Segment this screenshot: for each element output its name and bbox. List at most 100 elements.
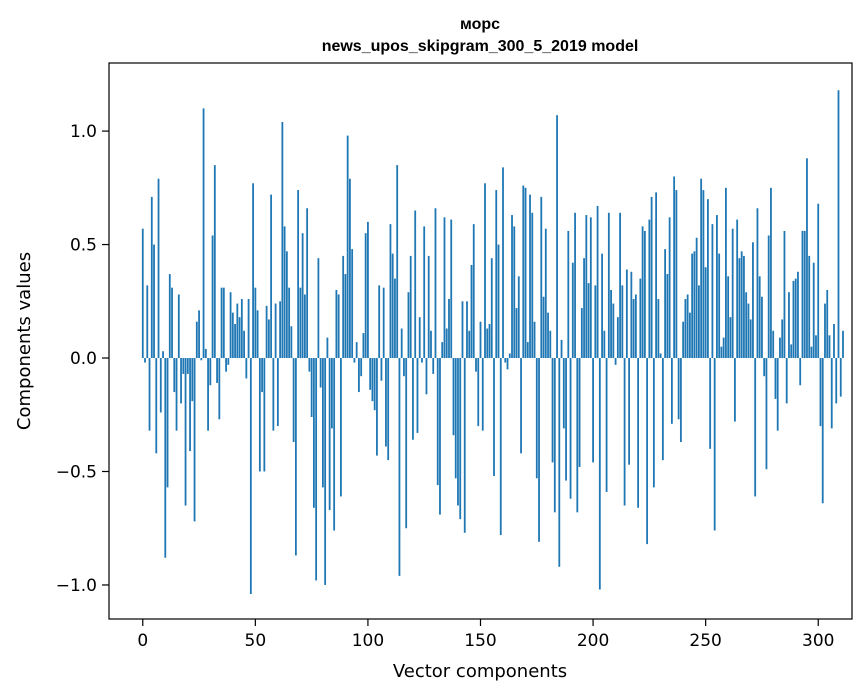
bar bbox=[704, 267, 707, 359]
plot-area-frame bbox=[108, 62, 853, 620]
bar bbox=[324, 358, 327, 585]
bar bbox=[808, 255, 811, 359]
bar bbox=[821, 358, 824, 504]
bar bbox=[382, 287, 385, 359]
bar bbox=[315, 358, 318, 581]
bar bbox=[797, 271, 799, 359]
bar bbox=[385, 358, 387, 447]
bar bbox=[245, 358, 248, 379]
bar bbox=[801, 230, 804, 359]
bar bbox=[727, 276, 730, 359]
bar bbox=[425, 358, 428, 395]
bar bbox=[351, 249, 354, 359]
bar bbox=[301, 233, 304, 359]
bar bbox=[335, 289, 338, 359]
bar bbox=[560, 339, 563, 359]
bar bbox=[817, 203, 820, 359]
bar bbox=[333, 358, 336, 531]
bar bbox=[499, 358, 502, 536]
bar bbox=[601, 253, 603, 359]
bar bbox=[389, 224, 392, 359]
bar bbox=[418, 317, 421, 359]
x-tick-label: 150 bbox=[464, 631, 496, 651]
bar bbox=[720, 346, 723, 359]
bar bbox=[691, 253, 694, 359]
bar bbox=[225, 358, 227, 372]
x-tick-label: 0 bbox=[137, 631, 148, 651]
bar bbox=[376, 358, 378, 456]
bar bbox=[144, 358, 146, 363]
bar bbox=[405, 358, 408, 529]
bar bbox=[222, 287, 225, 359]
bar bbox=[598, 358, 601, 590]
bar bbox=[664, 249, 667, 359]
bar bbox=[486, 328, 489, 359]
bar bbox=[331, 358, 333, 429]
bar bbox=[535, 358, 538, 479]
bar bbox=[495, 190, 498, 359]
bar bbox=[380, 358, 383, 381]
bar bbox=[155, 358, 158, 454]
bar bbox=[267, 319, 270, 359]
bar bbox=[173, 358, 176, 393]
bar bbox=[666, 274, 669, 359]
bar bbox=[292, 358, 295, 442]
bar bbox=[839, 358, 842, 397]
bar bbox=[202, 108, 205, 359]
bar bbox=[371, 358, 374, 402]
bar bbox=[452, 358, 455, 436]
bar bbox=[193, 358, 196, 522]
bar bbox=[605, 358, 608, 492]
bar bbox=[412, 358, 414, 440]
bar bbox=[308, 358, 311, 372]
bar bbox=[828, 335, 831, 359]
bar bbox=[204, 348, 207, 359]
bar bbox=[346, 135, 349, 359]
bar bbox=[427, 255, 430, 359]
bar bbox=[713, 358, 716, 531]
bar bbox=[679, 358, 682, 442]
bar bbox=[565, 358, 567, 481]
bar bbox=[186, 358, 189, 374]
bar bbox=[312, 358, 315, 508]
bar bbox=[673, 176, 676, 359]
bar bbox=[234, 323, 236, 359]
bar bbox=[621, 285, 624, 359]
bar bbox=[819, 358, 822, 427]
bar bbox=[686, 294, 689, 359]
bar bbox=[628, 358, 630, 465]
bar bbox=[236, 303, 239, 359]
bar bbox=[754, 358, 757, 497]
bar bbox=[806, 158, 808, 359]
bar bbox=[612, 303, 615, 359]
bar bbox=[551, 358, 554, 463]
bar bbox=[614, 358, 617, 365]
bar bbox=[477, 358, 480, 427]
bar bbox=[684, 299, 687, 359]
bar bbox=[761, 296, 763, 359]
bar bbox=[709, 358, 712, 449]
bar bbox=[569, 358, 572, 499]
bar bbox=[288, 287, 291, 359]
bar bbox=[540, 196, 543, 359]
bar bbox=[815, 335, 817, 359]
bar bbox=[184, 358, 187, 506]
bar bbox=[711, 224, 714, 359]
bar bbox=[470, 264, 473, 359]
bar bbox=[349, 178, 351, 359]
bar bbox=[567, 230, 570, 359]
x-axis-ticks: 0 50 100 150 200 250 300 bbox=[137, 619, 834, 651]
bar bbox=[141, 228, 144, 359]
bar bbox=[459, 358, 462, 520]
x-tick-label: 300 bbox=[802, 631, 834, 651]
bar bbox=[776, 358, 779, 431]
bar bbox=[794, 278, 797, 359]
bar bbox=[243, 330, 245, 359]
bar bbox=[767, 235, 770, 359]
y-tick-label: 0.0 bbox=[70, 349, 97, 369]
bar bbox=[765, 358, 768, 470]
bar bbox=[261, 358, 263, 393]
bar bbox=[493, 358, 495, 477]
bar bbox=[529, 194, 531, 359]
bar bbox=[171, 287, 173, 359]
